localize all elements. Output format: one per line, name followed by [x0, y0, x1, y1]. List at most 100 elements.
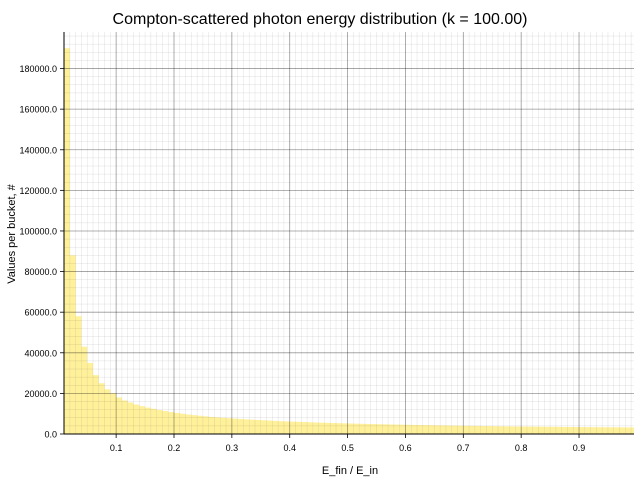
histogram-bar	[266, 420, 273, 434]
histogram-bar	[133, 404, 140, 434]
histogram-bar	[226, 418, 232, 434]
histogram-bar	[498, 426, 504, 434]
histogram-bar	[162, 411, 169, 434]
x-tick-label: 0.6	[399, 443, 412, 453]
histogram-bar	[370, 424, 377, 434]
histogram-bar	[324, 422, 331, 434]
histogram-bar	[145, 407, 151, 434]
histogram-bar	[156, 410, 163, 434]
histogram-bar	[231, 418, 238, 434]
histogram-bar	[486, 426, 493, 434]
y-tick-label: 80000.0	[24, 267, 57, 277]
histogram-bar	[318, 422, 325, 434]
histogram-bar	[220, 417, 227, 434]
x-tick-label: 0.9	[573, 443, 586, 453]
histogram-bar	[457, 425, 464, 434]
histogram-bar	[110, 393, 117, 434]
histogram-bar	[272, 420, 279, 434]
y-tick-label: 40000.0	[24, 348, 57, 358]
histogram-bar	[567, 427, 574, 434]
histogram-bar	[249, 419, 256, 434]
histogram-bar	[434, 425, 441, 434]
histogram-bar	[509, 426, 516, 434]
histogram-bar	[480, 426, 487, 434]
histogram-bar	[255, 419, 261, 434]
histogram-bar	[64, 48, 70, 434]
histogram-bar	[393, 424, 400, 434]
x-tick-label: 0.5	[341, 443, 354, 453]
histogram-bar	[613, 427, 620, 434]
histogram-bar	[422, 425, 429, 434]
y-tick-label: 60000.0	[24, 308, 57, 318]
y-tick-label: 160000.0	[19, 105, 57, 115]
histogram-bar	[289, 421, 296, 434]
histogram-bar	[98, 383, 105, 434]
histogram-bar	[87, 362, 93, 434]
histogram-bars	[64, 48, 634, 434]
histogram-bar	[347, 423, 354, 434]
histogram-bar	[168, 412, 174, 434]
histogram-bar	[469, 425, 475, 434]
histogram-bar	[440, 425, 446, 434]
histogram-bar	[399, 424, 406, 434]
histogram-bar	[330, 423, 337, 434]
histogram-bar	[336, 423, 342, 434]
histogram-bar	[428, 425, 435, 434]
histogram-bar	[150, 408, 157, 434]
histogram-bar	[445, 425, 452, 434]
histogram-bar	[596, 427, 603, 434]
histogram-bar	[619, 427, 626, 434]
histogram-bar	[532, 426, 539, 434]
histogram-bar	[179, 413, 186, 434]
histogram-bar	[584, 427, 591, 434]
histogram-bar	[474, 425, 481, 434]
histogram-bar	[359, 423, 365, 434]
histogram-bar	[185, 414, 192, 434]
histogram-bar	[521, 426, 527, 434]
plot-area: 0.1 0.2 0.3 0.4 0.5 0.6 0.7 0.8 0.9 0.0 20000.0 400…	[19, 32, 634, 453]
histogram-bar	[127, 402, 134, 434]
histogram-bar	[75, 316, 82, 434]
y-tick-label: 120000.0	[19, 186, 57, 196]
y-tick-label: 20000.0	[24, 389, 57, 399]
plot-background	[64, 32, 634, 434]
histogram-bar	[573, 427, 580, 434]
x-tick-label: 0.1	[110, 443, 123, 453]
histogram-bar	[463, 425, 470, 434]
histogram-bar	[202, 416, 209, 434]
histogram-bar	[191, 415, 198, 434]
histogram-bar	[237, 418, 244, 434]
histogram-bar	[278, 421, 284, 434]
grid	[64, 32, 634, 434]
histogram-bar	[81, 346, 88, 434]
histogram-bar	[214, 417, 221, 434]
histogram-bar	[526, 426, 533, 434]
histogram-bar	[312, 422, 319, 434]
histogram-bar	[353, 423, 360, 434]
chart-title: Compton-scattered photon energy distribu…	[113, 11, 528, 28]
histogram-bar	[544, 426, 551, 434]
histogram-bar	[382, 424, 389, 434]
histogram-bar	[561, 426, 568, 434]
histogram-bar	[417, 425, 423, 434]
histogram-bar	[579, 427, 585, 434]
histogram-bar	[208, 416, 215, 434]
histogram-bar	[307, 422, 313, 434]
histogram-bar	[602, 427, 608, 434]
y-tick-label: 100000.0	[19, 226, 57, 236]
y-tick-label: 140000.0	[19, 145, 57, 155]
y-tick-label: 180000.0	[19, 64, 57, 74]
histogram-bar	[364, 423, 371, 434]
histogram-bar	[104, 389, 111, 434]
histogram-bar	[260, 420, 267, 434]
histogram-bar	[69, 255, 76, 434]
histogram-bar	[283, 421, 290, 434]
histogram-bar	[121, 400, 128, 434]
histogram-bar	[590, 427, 597, 434]
x-tick-label: 0.8	[515, 443, 528, 453]
x-tick-label: 0.3	[226, 443, 239, 453]
histogram-bar	[341, 423, 348, 434]
y-axis-label: Values per bucket, #	[6, 183, 18, 283]
